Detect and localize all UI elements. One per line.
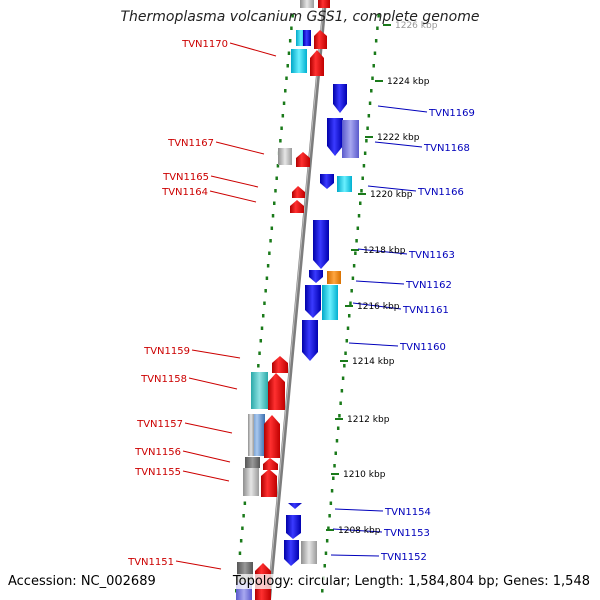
scale-label: 1214 kbp bbox=[352, 357, 395, 367]
gene-block bbox=[342, 120, 359, 158]
gene-block bbox=[245, 457, 260, 468]
gene-label-tvn1158: TVN1158 bbox=[140, 374, 187, 385]
gene-label-tvn1151: TVN1151 bbox=[127, 557, 174, 568]
label-leader-line bbox=[188, 377, 238, 390]
scale-label: 1216 kbp bbox=[357, 302, 400, 312]
gene-block bbox=[301, 541, 317, 564]
gene-arrow bbox=[333, 84, 347, 113]
gene-arrow bbox=[286, 515, 301, 539]
label-leader-line bbox=[357, 248, 408, 255]
gene-arrow bbox=[292, 186, 305, 198]
label-leader-line bbox=[191, 349, 241, 359]
gene-arrow bbox=[309, 270, 323, 283]
label-leader-line bbox=[182, 470, 230, 482]
topology-text: Topology: circular; Length: 1,584,804 bp… bbox=[232, 574, 590, 589]
gene-arrow bbox=[272, 356, 288, 373]
gene-arrow bbox=[288, 503, 302, 509]
label-leader-line bbox=[175, 560, 222, 570]
gene-block bbox=[296, 30, 306, 46]
gene-arrow bbox=[314, 30, 327, 49]
gene-label-tvn1167: TVN1167 bbox=[167, 138, 214, 149]
scale-label: 1226 kbp bbox=[395, 21, 438, 31]
gene-arrow bbox=[261, 469, 277, 497]
gene-block bbox=[291, 49, 307, 73]
gene-block bbox=[322, 285, 338, 320]
gene-label-tvn1166: TVN1166 bbox=[417, 187, 464, 198]
gene-arrow bbox=[268, 373, 285, 410]
gene-arrow bbox=[284, 540, 299, 566]
label-leader-line bbox=[210, 175, 259, 188]
gene-label-tvn1155: TVN1155 bbox=[134, 467, 181, 478]
label-leader-line bbox=[352, 302, 402, 310]
label-leader-line bbox=[332, 528, 383, 533]
gene-block bbox=[248, 414, 254, 456]
gene-arrow bbox=[296, 152, 310, 167]
accession-text: Accession: NC_002689 bbox=[8, 574, 156, 589]
scale-label: 1220 kbp bbox=[370, 190, 413, 200]
gene-label-tvn1169: TVN1169 bbox=[428, 108, 475, 119]
gene-arrow bbox=[305, 285, 321, 318]
gene-block bbox=[278, 148, 292, 165]
label-layer: 1226 kbp 1224 kbp 1222 kbp 1220 kbp 1218 kbp… bbox=[127, 21, 475, 568]
label-leader-line bbox=[229, 42, 277, 57]
gene-label-tvn1157: TVN1157 bbox=[136, 419, 183, 430]
gene-label-tvn1162: TVN1162 bbox=[405, 280, 452, 291]
gene-label-tvn1152: TVN1152 bbox=[380, 552, 427, 563]
gene-label-tvn1163: TVN1163 bbox=[408, 250, 455, 261]
label-leader-lines bbox=[175, 24, 428, 570]
gene-label-tvn1170: TVN1170 bbox=[181, 39, 228, 50]
genome-backbone bbox=[267, 0, 327, 600]
gene-block bbox=[251, 372, 268, 409]
scale-label: 1212 kbp bbox=[347, 415, 390, 425]
gene-block bbox=[327, 271, 341, 284]
label-leader-line bbox=[348, 342, 399, 347]
scale-label: 1222 kbp bbox=[377, 133, 420, 143]
gene-arrow bbox=[310, 50, 324, 76]
label-leader-line bbox=[367, 185, 417, 192]
label-leader-line bbox=[377, 105, 428, 113]
scale-label: 1210 kbp bbox=[343, 470, 386, 480]
gene-label-tvn1153: TVN1153 bbox=[383, 528, 430, 539]
label-leader-line bbox=[182, 450, 231, 463]
scale-label: 1224 kbp bbox=[387, 77, 430, 87]
gene-arrow bbox=[313, 220, 329, 269]
gene-block bbox=[243, 468, 259, 496]
gene-label-tvn1161: TVN1161 bbox=[402, 305, 449, 316]
gene-label-tvn1156: TVN1156 bbox=[134, 447, 181, 458]
gene-arrow bbox=[302, 320, 318, 361]
diagram-title: Thermoplasma volcanium GSS1, complete ge… bbox=[120, 9, 480, 25]
label-leader-line bbox=[374, 141, 423, 148]
gene-label-tvn1160: TVN1160 bbox=[399, 342, 446, 353]
gene-label-tvn1164: TVN1164 bbox=[161, 187, 208, 198]
label-leader-line bbox=[215, 141, 265, 155]
gene-block bbox=[318, 0, 330, 8]
gene-block bbox=[337, 176, 352, 192]
gene-arrow bbox=[264, 415, 280, 458]
label-leader-line bbox=[184, 422, 233, 434]
genome-backbone-highlight bbox=[267, 0, 325, 600]
gene-arrow bbox=[263, 458, 278, 470]
gene-arrow bbox=[290, 200, 304, 213]
label-leader-line bbox=[355, 280, 405, 285]
gene-label-tvn1168: TVN1168 bbox=[423, 143, 470, 154]
gene-label-tvn1165: TVN1165 bbox=[162, 172, 209, 183]
gene-arrow bbox=[320, 174, 334, 189]
label-leader-line bbox=[334, 508, 384, 512]
gene-block bbox=[300, 0, 314, 8]
label-leader-line bbox=[330, 554, 380, 557]
gene-label-tvn1154: TVN1154 bbox=[384, 507, 431, 518]
scale-label: 1208 kbp bbox=[338, 526, 381, 536]
scale-label: 1218 kbp bbox=[363, 246, 406, 256]
gene-block bbox=[303, 30, 311, 46]
gene-arrow bbox=[327, 118, 343, 156]
label-leader-line bbox=[209, 190, 257, 203]
gene-label-tvn1159: TVN1159 bbox=[143, 346, 190, 357]
